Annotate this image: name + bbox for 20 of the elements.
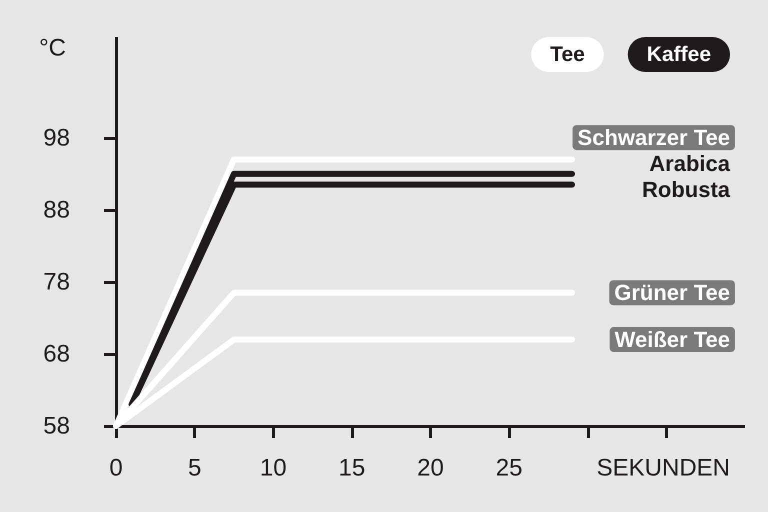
y-tick-label: 68 [43, 340, 70, 368]
x-axis-title: SEKUNDEN [596, 454, 730, 482]
annotation: Kaffee [646, 43, 712, 66]
series-label: Grüner Tee [614, 280, 730, 306]
y-tick-label: 98 [43, 124, 70, 152]
text: Arabica [649, 151, 731, 176]
y-axis-title: °C [39, 34, 66, 62]
y-tick-label: 88 [43, 196, 70, 224]
x-tick-label: 15 [338, 454, 366, 482]
y-tick-label: 78 [43, 268, 70, 296]
x-tick-label: 10 [260, 454, 287, 482]
series-label: Weißer Tee [614, 327, 730, 352]
x-tick-label: 0 [109, 454, 123, 482]
y-tick-label: 58 [43, 412, 70, 440]
x-tick-label: 20 [417, 454, 444, 482]
annotation: Tee [550, 43, 585, 66]
x-tick-label: 25 [496, 454, 522, 482]
series-label: Schwarzer Tee [578, 125, 730, 150]
x-tick-label: 5 [188, 454, 202, 482]
text: Robusta [642, 177, 731, 202]
